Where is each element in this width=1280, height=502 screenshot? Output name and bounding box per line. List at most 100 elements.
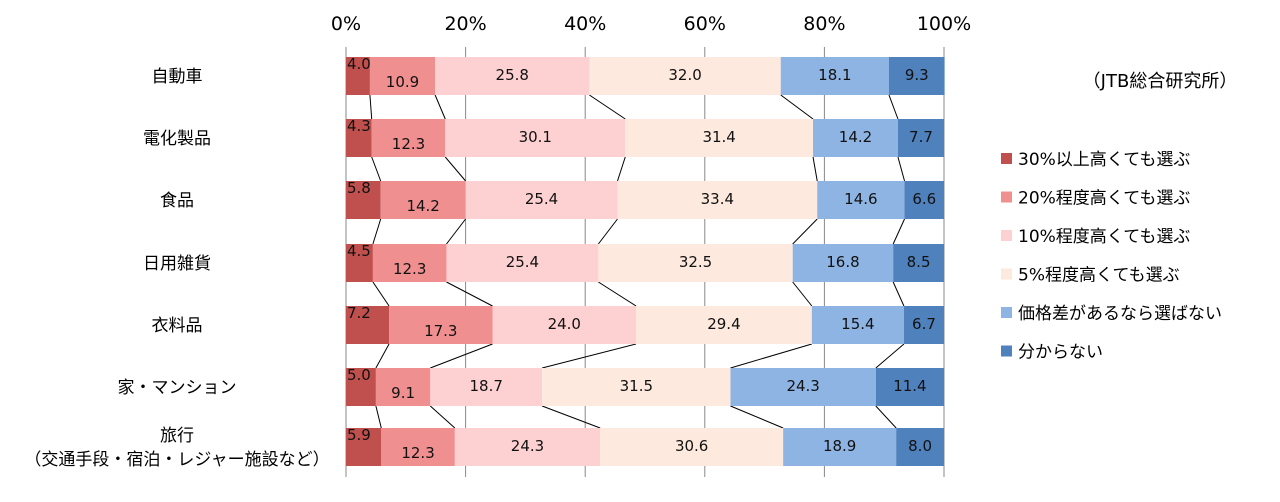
data-label: 9.1 (391, 384, 415, 402)
bar-segment (435, 57, 590, 95)
series-line (897, 156, 906, 182)
tick-label: 80% (803, 13, 845, 35)
bar-segment (446, 244, 599, 282)
data-label: 16.8 (826, 253, 859, 271)
data-label: 14.6 (844, 190, 877, 208)
bar-segment (896, 428, 944, 466)
data-label: 25.4 (525, 190, 558, 208)
legend-label: 価格差があるなら選ばない (1018, 304, 1222, 324)
series-line (875, 405, 897, 429)
bar-segment (454, 428, 601, 466)
bar-segment (371, 119, 446, 157)
data-label: 31.4 (702, 128, 735, 146)
series-line (541, 405, 601, 429)
series-line (589, 94, 626, 120)
bar-segment (904, 181, 944, 219)
bar-segment (346, 181, 381, 219)
bar-segment (346, 244, 373, 282)
bar-segment (780, 57, 889, 95)
tick-label: 0% (331, 13, 361, 35)
bar-segment (430, 368, 543, 406)
bar-segment (600, 428, 784, 466)
series-line (892, 281, 905, 307)
bar-segment (897, 119, 944, 157)
data-label: 25.8 (496, 66, 529, 84)
category-label: 電化製品 (143, 129, 211, 149)
bar-segment (346, 306, 390, 344)
tick-label: 40% (564, 13, 606, 35)
series-line (542, 343, 637, 369)
series-line (369, 94, 373, 120)
bars: 4.0 10.9 25.8 32.0 18.1 9.3 4.3 12.3 30.1 31.4 14.… (346, 55, 945, 466)
legend-label: 30%以上高くても選ぶ (1018, 150, 1190, 170)
data-label: 4.0 (347, 55, 371, 73)
series-line (446, 281, 493, 307)
data-label: 18.7 (470, 377, 503, 395)
series-line (617, 156, 626, 182)
series-line (372, 281, 390, 307)
data-label: 24.3 (786, 377, 819, 395)
legend-swatch (1001, 191, 1012, 203)
series-line (372, 218, 382, 245)
bar-segment (381, 428, 455, 466)
category-label: 日用雑貨 (143, 254, 211, 274)
data-label: 33.4 (701, 190, 734, 208)
bar-segment (380, 181, 466, 219)
legend-label: 20%程度高くても選ぶ (1018, 189, 1190, 209)
series-line (888, 94, 899, 120)
series-connector-lines (369, 94, 906, 429)
series-line (730, 343, 812, 369)
bar-segment (792, 244, 894, 282)
bar-segment (346, 428, 382, 466)
series-line (812, 156, 818, 182)
bar-segment (636, 306, 812, 344)
category-label: 家・マンション (118, 378, 237, 398)
series-line (446, 218, 466, 245)
category-label: 旅行 (160, 426, 194, 446)
series-line (375, 343, 390, 369)
series-line (598, 281, 637, 307)
series-line (730, 405, 784, 429)
series-line (792, 218, 818, 245)
bar-segment (730, 368, 876, 406)
data-label: 4.3 (347, 117, 371, 135)
data-label: 15.4 (841, 315, 874, 333)
data-label: 18.9 (823, 437, 856, 455)
legend-swatch (1001, 307, 1012, 318)
data-label: 8.0 (908, 437, 932, 455)
data-label: 12.3 (401, 444, 434, 462)
series-line (430, 343, 493, 369)
bar-segment (598, 244, 793, 282)
bar-segment (465, 181, 618, 219)
source-label: （JTB総合研究所） (1083, 71, 1238, 92)
tick-label: 20% (444, 13, 486, 35)
category-label: 食品 (160, 191, 194, 211)
data-label: 24.0 (548, 315, 581, 333)
series-line (371, 156, 382, 182)
bar-segment (372, 244, 447, 282)
series-line (434, 94, 446, 120)
data-label: 12.3 (393, 260, 426, 278)
series-line (875, 343, 905, 369)
data-label: 17.3 (424, 322, 457, 340)
bar-segment (813, 119, 898, 157)
legend-swatch (1001, 153, 1012, 164)
data-label: 32.0 (668, 66, 701, 84)
data-label: 12.3 (392, 135, 425, 153)
data-label: 18.1 (818, 66, 851, 84)
data-label: 10.9 (386, 73, 419, 91)
series-line (597, 218, 618, 245)
data-label: 11.4 (893, 377, 926, 395)
bar-segment (369, 57, 436, 95)
legend-label: 10%程度高くても選ぶ (1018, 227, 1190, 247)
data-label: 6.6 (912, 190, 936, 208)
bar-segment (346, 57, 370, 95)
data-label: 24.3 (511, 437, 544, 455)
series-line (444, 156, 466, 182)
series-line (375, 405, 382, 429)
series-line (892, 218, 905, 245)
category-label: （交通手段・宿泊・レジャー施設など） (24, 450, 329, 470)
bar-segment (783, 428, 897, 466)
data-label: 5.9 (347, 426, 371, 444)
category-label: 衣料品 (152, 316, 203, 336)
